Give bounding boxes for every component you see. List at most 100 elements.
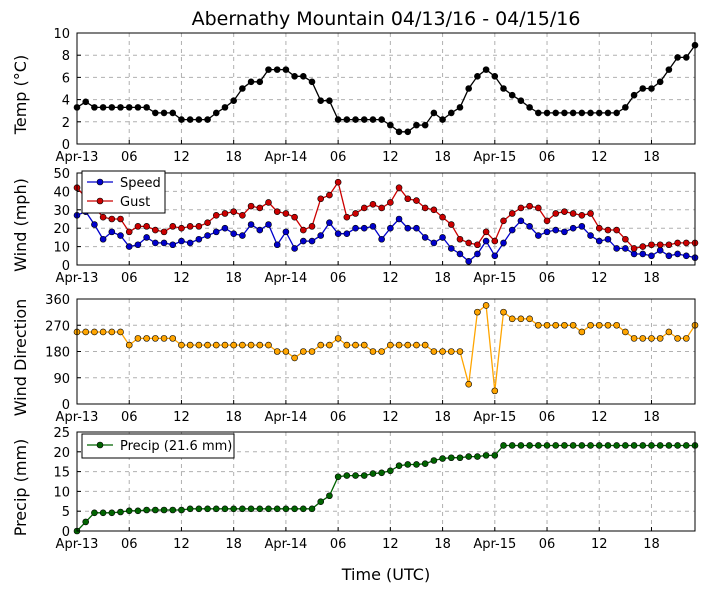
- data-point: [317, 97, 325, 105]
- data-point: [421, 121, 429, 129]
- data-point: [369, 116, 377, 123]
- data-point: [587, 442, 594, 449]
- data-point: [526, 223, 533, 230]
- x-tick-label: Apr-15: [473, 410, 516, 425]
- y-tick-label: 10: [53, 241, 70, 256]
- data-point: [674, 54, 681, 61]
- data-point: [352, 341, 359, 349]
- data-point: [439, 213, 446, 221]
- data-point: [456, 250, 464, 258]
- data-point: [125, 243, 133, 250]
- y-tick-label: 6: [62, 71, 70, 86]
- x-tick-label: Apr-13: [56, 537, 99, 552]
- chart-panel-4: 0 5 10 15 20 25 Apr-13 06 12 18 Apr-14 06 12 18 Apr-15…: [11, 426, 699, 552]
- data-point: [239, 341, 246, 349]
- data-point: [256, 226, 264, 234]
- data-point: [334, 335, 342, 342]
- x-tick-label: Apr-15: [473, 271, 516, 286]
- data-point: [682, 442, 690, 449]
- data-point: [256, 78, 264, 86]
- data-point: [221, 505, 229, 513]
- data-point: [413, 121, 420, 129]
- data-point: [117, 328, 124, 336]
- data-point: [395, 128, 403, 136]
- y-tick-label: 2: [62, 116, 70, 131]
- data-point: [552, 321, 560, 329]
- data-point: [360, 224, 368, 232]
- data-point: [326, 492, 333, 500]
- data-point: [578, 212, 586, 219]
- data-point: [404, 461, 412, 468]
- data-point: [674, 250, 681, 258]
- data-point: [265, 66, 272, 73]
- data-point: [404, 195, 412, 203]
- data-point: [326, 219, 333, 226]
- data-point: [152, 226, 159, 234]
- y-axis-label: Wind Direction: [11, 299, 30, 417]
- data-point: [613, 109, 620, 117]
- data-point: [561, 109, 568, 117]
- data-point: [387, 224, 394, 232]
- data-point: [178, 506, 185, 514]
- x-tick-label: 18: [225, 537, 242, 552]
- x-tick-label: Apr-13: [56, 150, 99, 165]
- data-point: [456, 348, 464, 355]
- y-tick-label: 10: [53, 27, 70, 42]
- y-tick-label: 0: [62, 398, 70, 413]
- data-point: [665, 241, 673, 249]
- data-point: [561, 321, 568, 329]
- data-point: [595, 442, 603, 449]
- x-tick-label: 18: [225, 150, 242, 165]
- data-point: [674, 239, 681, 247]
- data-point: [517, 204, 525, 212]
- data-point: [317, 195, 325, 203]
- series-1: [73, 41, 699, 136]
- data-point: [186, 239, 194, 247]
- y-tick-label: 4: [62, 94, 70, 109]
- data-point: [682, 252, 690, 260]
- data-point: [212, 505, 220, 513]
- data-point: [91, 104, 98, 111]
- x-tick-label: 18: [225, 410, 242, 425]
- data-point: [273, 66, 281, 73]
- data-point: [334, 230, 342, 238]
- data-point: [265, 221, 272, 228]
- y-tick-label: 90: [53, 372, 70, 387]
- data-point: [543, 217, 551, 225]
- y-axis-label: Precip (mm): [11, 439, 30, 537]
- data-point: [221, 104, 229, 111]
- data-point: [247, 202, 255, 210]
- y-tick-label: 30: [53, 204, 70, 219]
- data-point: [517, 315, 525, 323]
- data-point: [648, 442, 655, 449]
- data-point: [526, 442, 533, 449]
- data-point: [395, 215, 403, 223]
- data-point: [500, 442, 507, 449]
- data-point: [447, 454, 455, 462]
- x-tick-label: 12: [173, 150, 190, 165]
- data-point: [535, 204, 542, 212]
- series-precip-21-6-mm: [73, 442, 699, 535]
- data-point: [117, 508, 124, 516]
- data-point: [360, 116, 368, 123]
- x-tick-label: 18: [225, 271, 242, 286]
- data-point: [230, 208, 237, 215]
- data-point: [125, 104, 133, 111]
- data-point: [308, 348, 316, 355]
- data-point: [447, 348, 455, 355]
- data-point: [656, 78, 664, 86]
- data-point: [256, 341, 264, 349]
- data-point: [421, 204, 429, 212]
- data-point: [239, 212, 246, 219]
- data-point: [360, 204, 368, 212]
- data-point: [682, 239, 690, 247]
- data-point: [369, 223, 377, 230]
- y-tick-label: 20: [53, 222, 70, 237]
- data-point: [169, 109, 177, 117]
- data-point: [604, 442, 612, 449]
- data-point: [160, 506, 168, 514]
- data-point: [578, 442, 586, 449]
- data-point: [178, 237, 185, 245]
- y-tick-label: 40: [53, 185, 70, 200]
- data-point: [561, 442, 568, 449]
